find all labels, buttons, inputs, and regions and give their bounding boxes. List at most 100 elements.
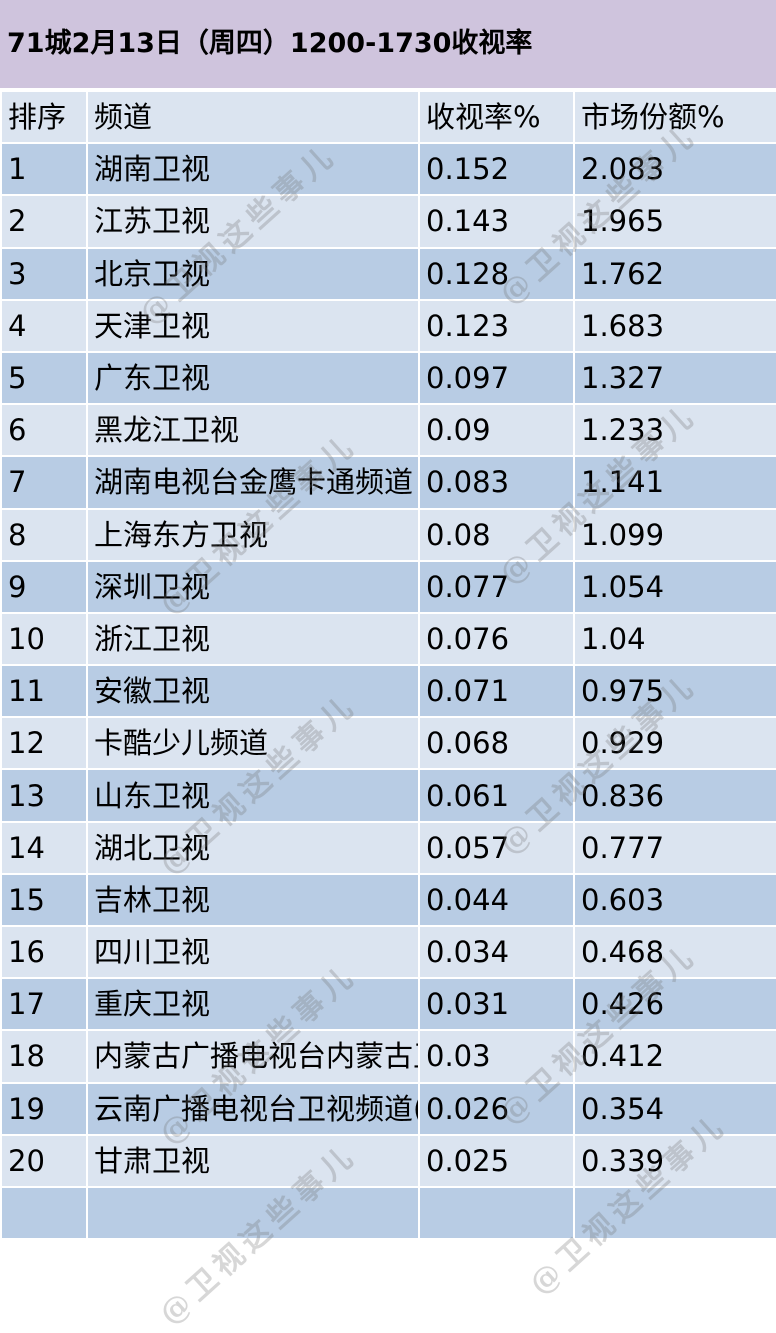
cell-rank: 5: [0, 350, 88, 406]
table-row: 9 深圳卫视 0.077 1.054: [0, 559, 776, 614]
cell-share: 0.426: [573, 977, 776, 1032]
table-row: 18 内蒙古广播电视台内蒙古卫 0.03 0.412: [0, 1029, 776, 1084]
cell-rank: 4: [0, 298, 88, 353]
cell-channel: 湖北卫视: [86, 820, 420, 875]
cell-share: 0.412: [573, 1029, 776, 1084]
table-row: 16 四川卫视 0.034 0.468: [0, 924, 776, 980]
cell-rank: 12: [0, 716, 88, 771]
cell-rank: 11: [0, 664, 88, 719]
cell-rating: 0.152: [418, 142, 575, 197]
table-row: 10 浙江卫视 0.076 1.04: [0, 611, 776, 667]
cell-channel: 江苏卫视: [86, 194, 420, 249]
cell-channel: 广东卫视: [86, 350, 420, 406]
cell-rating: 0.128: [418, 246, 575, 301]
cell-share: 1.141: [573, 455, 776, 510]
cell-rank: 7: [0, 455, 88, 510]
table-row: 1 湖南卫视 0.152 2.083: [0, 142, 776, 197]
table-row: 19 云南广播电视台卫视频道(- 0.026 0.354: [0, 1081, 776, 1136]
cell-rating: 0.09: [418, 403, 575, 458]
cell-channel: 安徽卫视: [86, 664, 420, 719]
cell-rating: 0.076: [418, 611, 575, 667]
cell-rank: 1: [0, 142, 88, 197]
cell-rating: 0.097: [418, 350, 575, 406]
table-row: 4 天津卫视 0.123 1.683: [0, 298, 776, 353]
cell-share: 1.965: [573, 194, 776, 249]
cell-channel: 四川卫视: [86, 924, 420, 980]
cell-rating: 0.03: [418, 1029, 575, 1084]
cell-rank: 8: [0, 507, 88, 562]
cell-rating: 0.057: [418, 820, 575, 875]
cell-channel: 卡酷少儿频道: [86, 716, 420, 771]
cell-channel: 北京卫视: [86, 246, 420, 301]
cell-share: 0.975: [573, 664, 776, 719]
cell-share: 1.099: [573, 507, 776, 562]
header-channel: 频道: [86, 89, 420, 145]
cell-rank: 17: [0, 977, 88, 1032]
table-row: [0, 1185, 776, 1241]
cell-share: [573, 1185, 776, 1241]
cell-channel: 黑龙江卫视: [86, 403, 420, 458]
cell-rating: 0.061: [418, 768, 575, 823]
cell-channel: 湖南电视台金鹰卡通频道: [86, 455, 420, 510]
cell-channel: 重庆卫视: [86, 977, 420, 1032]
cell-share: 1.327: [573, 350, 776, 406]
table-row: 2 江苏卫视 0.143 1.965: [0, 194, 776, 249]
cell-rating: 0.077: [418, 559, 575, 614]
table-row: 20 甘肃卫视 0.025 0.339: [0, 1133, 776, 1188]
table-row: 14 湖北卫视 0.057 0.777: [0, 820, 776, 875]
cell-rank: 3: [0, 246, 88, 301]
cell-share: 0.339: [573, 1133, 776, 1188]
table-row: 8 上海东方卫视 0.08 1.099: [0, 507, 776, 562]
cell-rank: 14: [0, 820, 88, 875]
cell-channel: [86, 1185, 420, 1241]
cell-share: 1.683: [573, 298, 776, 353]
cell-share: 0.777: [573, 820, 776, 875]
header-rank: 排序: [0, 89, 88, 145]
cell-rating: 0.123: [418, 298, 575, 353]
cell-share: 1.762: [573, 246, 776, 301]
cell-channel: 云南广播电视台卫视频道(-: [86, 1081, 420, 1136]
header-rating: 收视率%: [418, 89, 575, 145]
ratings-table: 排序 频道 收视率% 市场份额% 1 湖南卫视 0.152 2.083 2 江苏卫视 0.1…: [0, 89, 776, 1241]
cell-share: 0.836: [573, 768, 776, 823]
cell-channel: 甘肃卫视: [86, 1133, 420, 1188]
cell-share: 1.04: [573, 611, 776, 667]
cell-rating: 0.025: [418, 1133, 575, 1188]
cell-channel: 山东卫视: [86, 768, 420, 823]
cell-rank: 13: [0, 768, 88, 823]
cell-channel: 湖南卫视: [86, 142, 420, 197]
cell-rank: 2: [0, 194, 88, 249]
cell-channel: 内蒙古广播电视台内蒙古卫: [86, 1029, 420, 1084]
cell-rating: 0.031: [418, 977, 575, 1032]
table-row: 12 卡酷少儿频道 0.068 0.929: [0, 716, 776, 771]
cell-share: 0.468: [573, 924, 776, 980]
cell-rating: 0.044: [418, 872, 575, 928]
sheet-title: 71城2月13日（周四）1200-1730收视率: [0, 0, 776, 90]
cell-share: 2.083: [573, 142, 776, 197]
cell-share: 1.054: [573, 559, 776, 614]
table-row: 6 黑龙江卫视 0.09 1.233: [0, 403, 776, 458]
header-share: 市场份额%: [573, 89, 776, 145]
table-row: 17 重庆卫视 0.031 0.426: [0, 977, 776, 1032]
cell-share: 0.929: [573, 716, 776, 771]
table-row: 11 安徽卫视 0.071 0.975: [0, 664, 776, 719]
cell-rank: 15: [0, 872, 88, 928]
cell-rating: [418, 1185, 575, 1241]
cell-channel: 吉林卫视: [86, 872, 420, 928]
cell-rank: 10: [0, 611, 88, 667]
header-row: 排序 频道 收视率% 市场份额%: [0, 89, 776, 145]
cell-rank: 9: [0, 559, 88, 614]
cell-rank: 6: [0, 403, 88, 458]
cell-rating: 0.08: [418, 507, 575, 562]
cell-rating: 0.143: [418, 194, 575, 249]
cell-rank: [0, 1185, 88, 1241]
cell-share: 0.354: [573, 1081, 776, 1136]
cell-rank: 19: [0, 1081, 88, 1136]
cell-rank: 18: [0, 1029, 88, 1084]
cell-share: 1.233: [573, 403, 776, 458]
cell-rating: 0.083: [418, 455, 575, 510]
table-row: 5 广东卫视 0.097 1.327: [0, 350, 776, 406]
cell-channel: 深圳卫视: [86, 559, 420, 614]
cell-rank: 16: [0, 924, 88, 980]
